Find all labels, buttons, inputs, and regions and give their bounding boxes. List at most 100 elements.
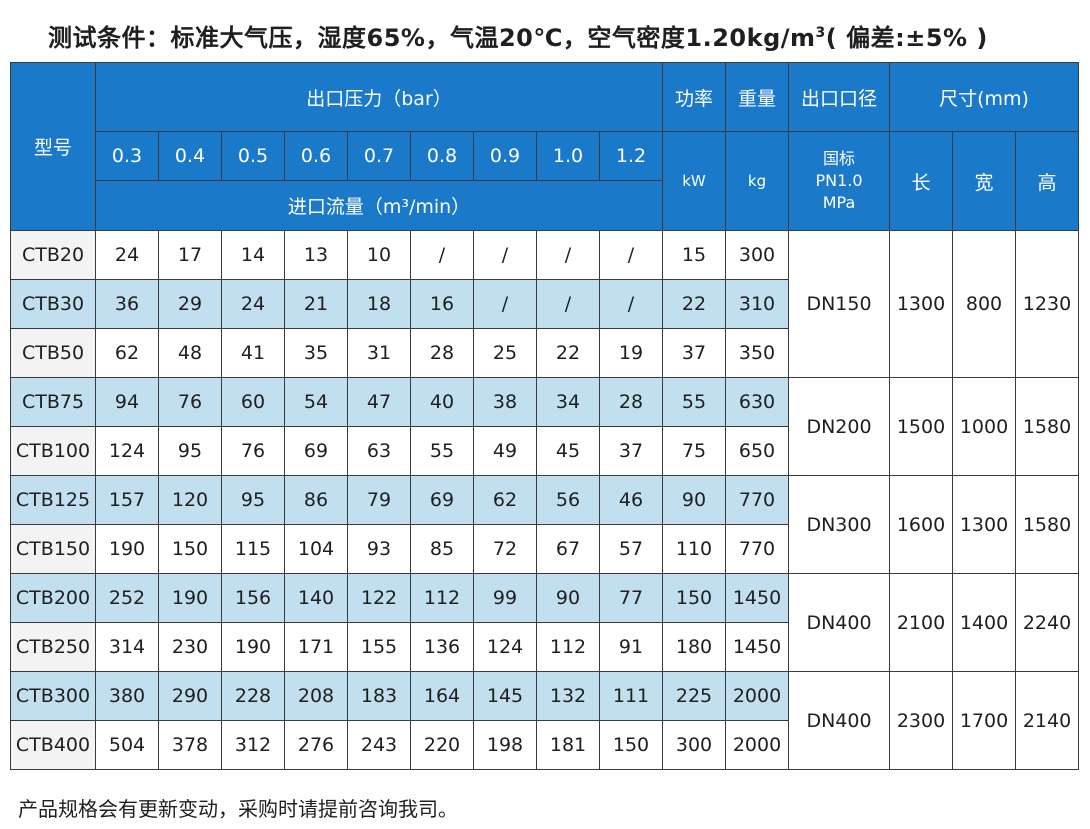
header-pressure: 1.0	[536, 131, 600, 181]
flow-cell: 38	[473, 377, 537, 427]
flow-cell: 25	[473, 328, 537, 378]
flow-cell: 181	[536, 720, 600, 770]
flow-cell: 62	[473, 475, 537, 525]
header-power: 功率	[662, 62, 726, 132]
group-width-cell: 1400	[952, 573, 1016, 672]
flow-cell: 171	[284, 622, 348, 672]
flow-cell: 63	[347, 426, 411, 476]
flow-cell: 16	[410, 279, 474, 329]
flow-cell: 150	[599, 720, 663, 770]
flow-cell: 41	[221, 328, 285, 378]
flow-cell: 55	[410, 426, 474, 476]
flow-cell: 37	[599, 426, 663, 476]
header-pressure: 0.5	[221, 131, 285, 181]
flow-cell: /	[536, 279, 600, 329]
table-row: CTB150 190 150 115 104 93 85 72 67 57 110 770	[10, 524, 1079, 574]
power-cell: 225	[662, 671, 726, 721]
power-cell: 150	[662, 573, 726, 623]
flow-cell: /	[473, 279, 537, 329]
flow-cell: 57	[599, 524, 663, 574]
flow-cell: 79	[347, 475, 411, 525]
table-row: CTB125 157 120 95 86 79 69 62 56 46 90 770 DN300 1600…	[10, 475, 1079, 574]
header-pressure: 1.2	[599, 131, 663, 181]
group-height-cell: 2240	[1015, 573, 1079, 672]
weight-cell: 2000	[725, 671, 789, 721]
flow-cell: 228	[221, 671, 285, 721]
model-cell: CTB100	[10, 426, 96, 476]
flow-cell: /	[473, 230, 537, 280]
table-row: CTB300 380 290 228 208 183 164 145 132 111 225 2000…	[10, 671, 1079, 770]
flow-cell: 13	[284, 230, 348, 280]
flow-cell: 29	[158, 279, 222, 329]
header-pressure: 0.3	[95, 131, 159, 181]
group-length-cell: 1300	[889, 230, 953, 378]
weight-cell: 2000	[725, 720, 789, 770]
flow-cell: 60	[221, 377, 285, 427]
header-height: 高	[1015, 131, 1079, 231]
flow-cell: 86	[284, 475, 348, 525]
weight-cell: 300	[725, 230, 789, 280]
weight-cell: 1450	[725, 622, 789, 672]
table-row: CTB100 124 95 76 69 63 55 49 45 37 75 650	[10, 426, 1079, 476]
flow-cell: 40	[410, 377, 474, 427]
table-row: CTB75 94 76 60 54 47 40 38 34 28 55 630 DN200 1500 100…	[10, 377, 1079, 476]
flow-cell: 76	[221, 426, 285, 476]
header-model: 型号	[10, 62, 96, 231]
flow-cell: 69	[284, 426, 348, 476]
flow-cell: 62	[95, 328, 159, 378]
model-cell: CTB250	[10, 622, 96, 672]
weight-cell: 770	[725, 475, 789, 525]
weight-cell: 630	[725, 377, 789, 427]
group-length-cell: 2300	[889, 671, 953, 770]
power-cell: 55	[662, 377, 726, 427]
header-size: 尺寸(mm)	[889, 62, 1079, 132]
flow-cell: 243	[347, 720, 411, 770]
flow-cell: 77	[599, 573, 663, 623]
power-cell: 180	[662, 622, 726, 672]
table-body: CTB20 24 17 14 13 10// //15 300 DN150 1300 800 1230…	[10, 230, 1079, 770]
header-outlet-diameter: 出口口径	[788, 62, 890, 132]
flow-cell: 46	[599, 475, 663, 525]
power-cell: 90	[662, 475, 726, 525]
group-height-cell: 2140	[1015, 671, 1079, 770]
power-cell: 75	[662, 426, 726, 476]
flow-cell: 14	[221, 230, 285, 280]
title-superscript: 3	[815, 25, 826, 41]
flow-cell: 220	[410, 720, 474, 770]
flow-cell: 190	[158, 573, 222, 623]
group-diameter-cell: DN150	[788, 230, 890, 378]
flow-cell: 150	[158, 524, 222, 574]
test-conditions-title: 测试条件：标准大气压，湿度65%，气温20℃，空气密度1.20kg/m3( 偏差…	[48, 18, 988, 53]
flow-cell: 140	[284, 573, 348, 623]
flow-cell: 18	[347, 279, 411, 329]
flow-cell: /	[599, 230, 663, 280]
flow-cell: 93	[347, 524, 411, 574]
table-row: CTB250 314 230 190 171 155 136 124 112 91 180 1450	[10, 622, 1079, 672]
flow-cell: 94	[95, 377, 159, 427]
flow-cell: /	[599, 279, 663, 329]
flow-cell: 91	[599, 622, 663, 672]
header-outlet-pressure: 出口压力（bar）	[95, 62, 663, 132]
flow-cell: 48	[158, 328, 222, 378]
flow-cell: 115	[221, 524, 285, 574]
weight-cell: 770	[725, 524, 789, 574]
group-diameter-cell: DN400	[788, 573, 890, 672]
header-weight-unit: kg	[725, 131, 789, 231]
flow-cell: 198	[473, 720, 537, 770]
flow-cell: 95	[158, 426, 222, 476]
group-diameter-cell: DN300	[788, 475, 890, 574]
model-cell: CTB400	[10, 720, 96, 770]
group-width-cell: 1700	[952, 671, 1016, 770]
flow-cell: 24	[221, 279, 285, 329]
flow-cell: 35	[284, 328, 348, 378]
header-pressure: 0.4	[158, 131, 222, 181]
group-diameter-cell: DN200	[788, 377, 890, 476]
model-cell: CTB200	[10, 573, 96, 623]
flow-cell: 90	[536, 573, 600, 623]
group-width-cell: 800	[952, 230, 1016, 378]
header-pressure: 0.9	[473, 131, 537, 181]
flow-cell: 19	[599, 328, 663, 378]
power-cell: 22	[662, 279, 726, 329]
header-width: 宽	[952, 131, 1016, 231]
flow-cell: 230	[158, 622, 222, 672]
